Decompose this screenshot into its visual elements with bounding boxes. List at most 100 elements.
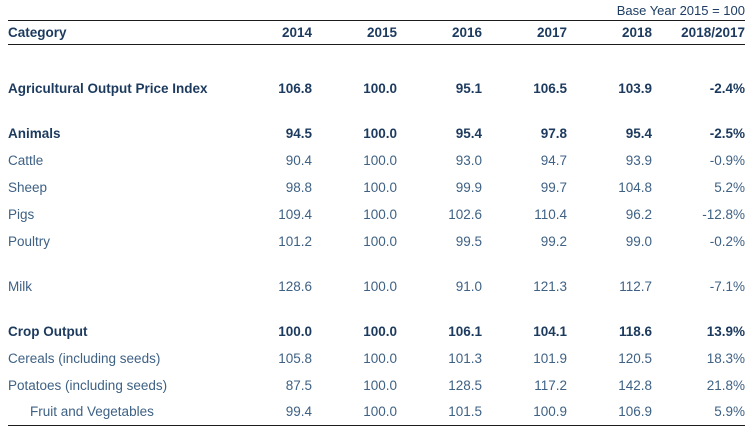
change-cell: -2.4% [709, 80, 745, 96]
value-cell: 102.6 [448, 206, 482, 222]
value-cell: 101.5 [448, 404, 482, 420]
row-cereals: Cereals (including seeds) 105.8 100.0 10… [8, 345, 745, 372]
value-cell: 100.0 [363, 278, 397, 294]
value-cell: 106.9 [618, 404, 652, 420]
row-cattle: Cattle 90.4 100.0 93.0 94.7 93.9 -0.9% [8, 147, 745, 174]
value-cell: 142.8 [618, 377, 652, 393]
row-label: Animals [8, 125, 61, 141]
column-header-category: Category [8, 20, 227, 45]
value-cell: 100.9 [533, 404, 567, 420]
spacer-row [8, 300, 745, 318]
value-cell: 100.0 [363, 80, 397, 96]
value-cell: 100.0 [363, 377, 397, 393]
value-cell: 100.0 [363, 206, 397, 222]
row-label: Pigs [8, 206, 35, 222]
value-cell: 120.5 [618, 350, 652, 366]
change-cell: 5.2% [714, 179, 745, 195]
price-index-table: Category 2014 2015 2016 2017 2018 2018/2… [8, 20, 745, 426]
value-cell: 100.0 [363, 323, 397, 339]
value-cell: 106.5 [533, 80, 567, 96]
value-cell: 98.8 [285, 179, 312, 195]
value-cell: 100.0 [363, 179, 397, 195]
value-cell: 117.2 [534, 377, 567, 393]
value-cell: 101.2 [278, 233, 312, 249]
change-cell: 21.8% [706, 377, 745, 393]
value-cell: 103.9 [618, 80, 652, 96]
value-cell: 100.0 [363, 152, 397, 168]
value-cell: 93.9 [625, 152, 652, 168]
row-label: Crop Output [8, 323, 88, 339]
row-label: Cattle [8, 152, 44, 168]
change-cell: -12.8% [702, 206, 745, 222]
value-cell: 97.8 [540, 125, 567, 141]
row-label: Potatoes (including seeds) [8, 377, 168, 393]
spacer-row [8, 255, 745, 273]
row-label: Poultry [8, 233, 51, 249]
row-agricultural-output-price-index: Agricultural Output Price Index 106.8 10… [8, 75, 745, 102]
column-header-year: 2018 [567, 20, 652, 45]
row-potatoes: Potatoes (including seeds) 87.5 100.0 12… [8, 372, 745, 399]
value-cell: 95.4 [455, 125, 482, 141]
row-poultry: Poultry 101.2 100.0 99.5 99.2 99.0 -0.2% [8, 228, 745, 255]
value-cell: 104.8 [618, 179, 652, 195]
change-cell: -7.1% [709, 278, 745, 294]
value-cell: 99.0 [625, 233, 652, 249]
value-cell: 109.4 [278, 206, 312, 222]
row-label: Fruit and Vegetables [30, 404, 154, 420]
value-cell: 121.3 [533, 278, 567, 294]
value-cell: 106.8 [278, 80, 312, 96]
change-cell: 5.9% [714, 404, 745, 420]
value-cell: 100.0 [363, 125, 397, 141]
column-header-year: 2017 [482, 20, 567, 45]
value-cell: 99.2 [540, 233, 567, 249]
value-cell: 100.0 [363, 350, 397, 366]
change-cell: 18.3% [706, 350, 745, 366]
change-cell: -0.9% [709, 152, 745, 168]
value-cell: 100.0 [278, 323, 312, 339]
value-cell: 99.9 [455, 179, 482, 195]
row-pigs: Pigs 109.4 100.0 102.6 110.4 96.2 -12.8% [8, 201, 745, 228]
value-cell: 128.5 [448, 377, 482, 393]
change-cell: -0.2% [709, 233, 745, 249]
value-cell: 105.8 [278, 350, 312, 366]
spacer-row [8, 45, 745, 75]
value-cell: 99.5 [455, 233, 482, 249]
value-cell: 100.0 [363, 233, 397, 249]
value-cell: 96.2 [625, 206, 652, 222]
value-cell: 99.7 [540, 179, 567, 195]
value-cell: 101.3 [448, 350, 482, 366]
value-cell: 110.4 [534, 206, 567, 222]
value-cell: 118.6 [618, 323, 652, 339]
column-header-year: 2014 [227, 20, 312, 45]
value-cell: 95.4 [625, 125, 652, 141]
base-year-note: Base Year 2015 = 100 [616, 3, 745, 18]
value-cell: 93.0 [455, 152, 482, 168]
spacer-row [8, 102, 745, 120]
value-cell: 94.5 [285, 125, 312, 141]
row-milk: Milk 128.6 100.0 91.0 121.3 112.7 -7.1% [8, 273, 745, 300]
column-header-year: 2015 [312, 20, 397, 45]
column-header-change: 2018/2017 [652, 20, 745, 45]
header-row: Category 2014 2015 2016 2017 2018 2018/2… [8, 20, 745, 45]
value-cell: 91.0 [455, 278, 482, 294]
row-label: Sheep [8, 179, 48, 195]
change-cell: 13.9% [706, 323, 745, 339]
value-cell: 90.4 [285, 152, 312, 168]
value-cell: 101.9 [533, 350, 567, 366]
value-cell: 100.0 [363, 404, 397, 420]
value-cell: 112.7 [619, 278, 652, 294]
row-animals: Animals 94.5 100.0 95.4 97.8 95.4 -2.5% [8, 120, 745, 147]
row-label: Milk [8, 278, 32, 294]
value-cell: 106.1 [448, 323, 482, 339]
row-label: Cereals (including seeds) [8, 350, 161, 366]
value-cell: 95.1 [455, 80, 482, 96]
value-cell: 104.1 [533, 323, 567, 339]
value-cell: 128.6 [278, 278, 312, 294]
row-crop-output: Crop Output 100.0 100.0 106.1 104.1 118.… [8, 318, 745, 345]
value-cell: 99.4 [285, 404, 312, 420]
change-cell: -2.5% [709, 125, 745, 141]
row-fruit-and-vegetables: Fruit and Vegetables 99.4 100.0 101.5 10… [8, 399, 745, 426]
value-cell: 87.5 [285, 377, 312, 393]
value-cell: 94.7 [540, 152, 567, 168]
